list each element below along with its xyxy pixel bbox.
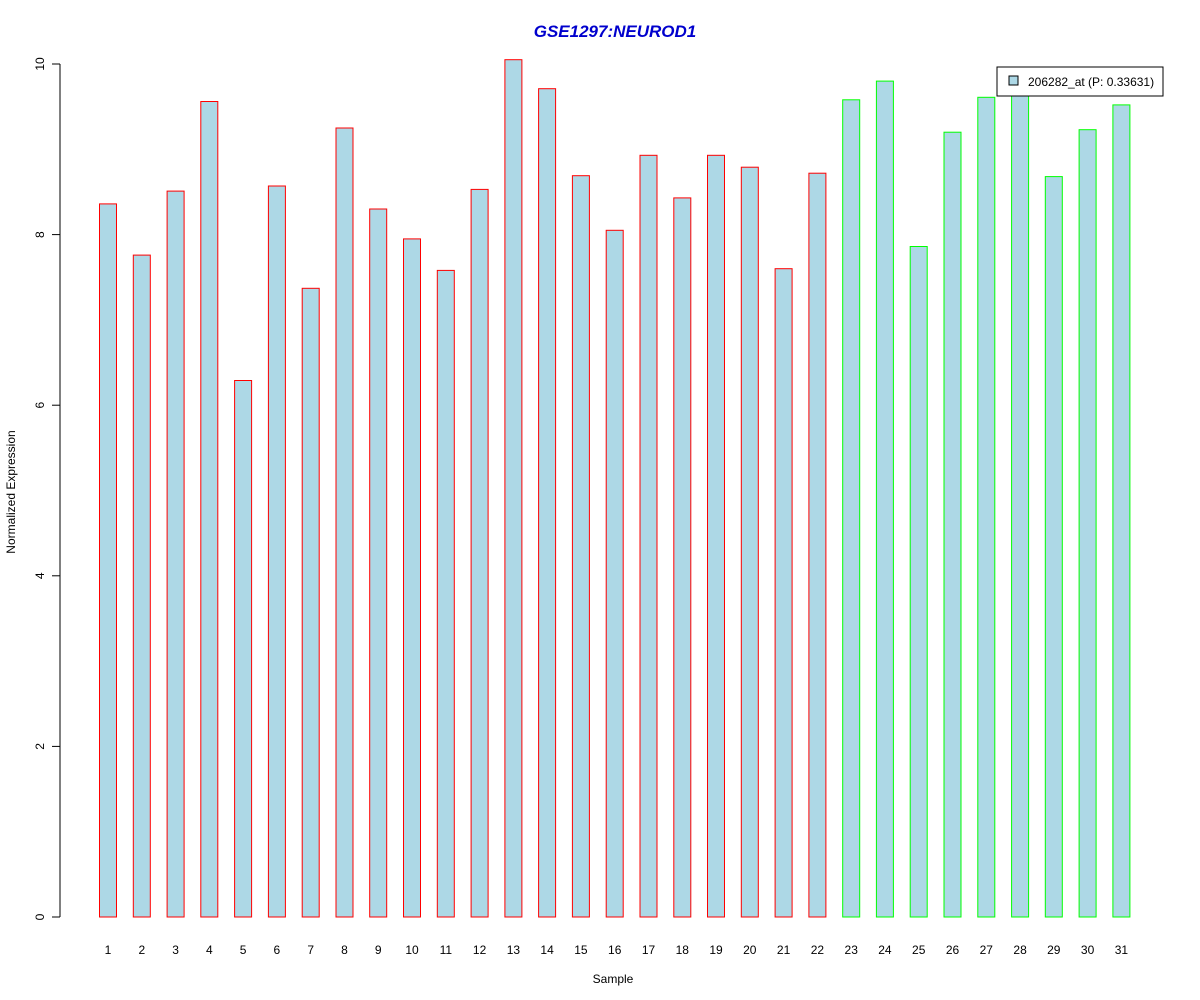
bar-sample-2 [132, 254, 151, 918]
bar-sample-20 [740, 166, 759, 918]
bar-sample-27 [977, 96, 996, 918]
bar-sample-9 [369, 208, 388, 918]
bar-sample-13 [504, 59, 523, 918]
bar-sample-29 [1044, 176, 1063, 918]
x-tick-label: 14 [540, 943, 554, 957]
bar-sample-3 [166, 190, 185, 918]
x-tick-label: 2 [138, 943, 145, 957]
x-tick-label: 13 [507, 943, 521, 957]
bar-sample-26 [943, 131, 962, 918]
bar-sample-16 [605, 229, 624, 918]
bar-sample-18 [673, 197, 692, 918]
x-tick-label: 23 [845, 943, 859, 957]
y-tick-label: 4 [33, 572, 47, 579]
bar-sample-12 [470, 188, 489, 918]
y-axis-label: Normalized Expression [4, 430, 18, 553]
bar-sample-8 [335, 127, 354, 918]
bar-sample-11 [436, 269, 455, 918]
bar-sample-30 [1078, 129, 1097, 918]
bar-sample-1 [99, 203, 117, 918]
x-tick-label: 22 [811, 943, 825, 957]
legend-label: 206282_at (P: 0.33631) [1028, 75, 1154, 89]
bar-sample-23 [842, 99, 861, 918]
x-tick-label: 29 [1047, 943, 1061, 957]
bar-sample-15 [571, 175, 590, 918]
x-tick-label: 31 [1115, 943, 1129, 957]
bar-sample-14 [538, 88, 557, 918]
bar-sample-7 [301, 287, 320, 918]
x-tick-label: 25 [912, 943, 926, 957]
y-axis: 0 2 4 6 8 10 [33, 57, 61, 920]
legend-box [996, 66, 1164, 97]
x-tick-label: 18 [676, 943, 690, 957]
x-tick-label: 24 [878, 943, 892, 957]
bar-sample-4 [200, 101, 219, 918]
chart-title: GSE1297:NEUROD1 [534, 22, 697, 41]
y-tick-label: 0 [33, 913, 47, 920]
bar-sample-5 [234, 380, 253, 918]
bar-sample-6 [267, 185, 286, 918]
bar-sample-21 [774, 268, 793, 918]
bar-sample-22 [808, 172, 827, 918]
x-tick-label: 8 [341, 943, 348, 957]
x-tick-label: 20 [743, 943, 757, 957]
x-tick-label: 27 [980, 943, 994, 957]
x-tick-label: 1 [105, 943, 112, 957]
x-tick-label: 26 [946, 943, 960, 957]
x-tick-label: 30 [1081, 943, 1095, 957]
x-tick-label: 7 [307, 943, 314, 957]
y-tick-label: 10 [33, 57, 47, 71]
legend-swatch [1008, 75, 1019, 86]
bar-sample-31 [1112, 104, 1131, 918]
x-tick-label: 10 [405, 943, 419, 957]
x-tick-label: 5 [240, 943, 247, 957]
x-tick-labels: 1 2 3 4 5 6 7 8 9 10 11 12 13 14 15 16 17 18 19 20 21 22 23 24 2… [105, 943, 1129, 957]
x-tick-label: 6 [274, 943, 281, 957]
bar-sample-24 [875, 80, 894, 918]
bar-sample-17 [639, 154, 658, 918]
x-tick-label: 3 [172, 943, 179, 957]
bars [99, 59, 1131, 918]
x-tick-label: 4 [206, 943, 213, 957]
x-tick-label: 12 [473, 943, 487, 957]
x-tick-label: 21 [777, 943, 791, 957]
x-tick-label: 19 [709, 943, 723, 957]
x-tick-label: 15 [574, 943, 588, 957]
y-tick-label: 6 [33, 402, 47, 409]
bar-sample-19 [707, 154, 725, 918]
x-tick-label: 17 [642, 943, 656, 957]
x-tick-label: 16 [608, 943, 622, 957]
bar-sample-25 [909, 246, 928, 918]
bar-sample-28 [1011, 90, 1030, 918]
y-tick-label: 2 [33, 743, 47, 750]
x-tick-label: 9 [375, 943, 382, 957]
x-tick-label: 11 [440, 943, 453, 957]
legend: 206282_at (P: 0.33631) [996, 66, 1164, 97]
x-tick-label: 28 [1013, 943, 1027, 957]
x-axis-label: Sample [593, 972, 634, 986]
y-tick-label: 8 [33, 231, 47, 238]
bar-sample-10 [403, 238, 421, 918]
